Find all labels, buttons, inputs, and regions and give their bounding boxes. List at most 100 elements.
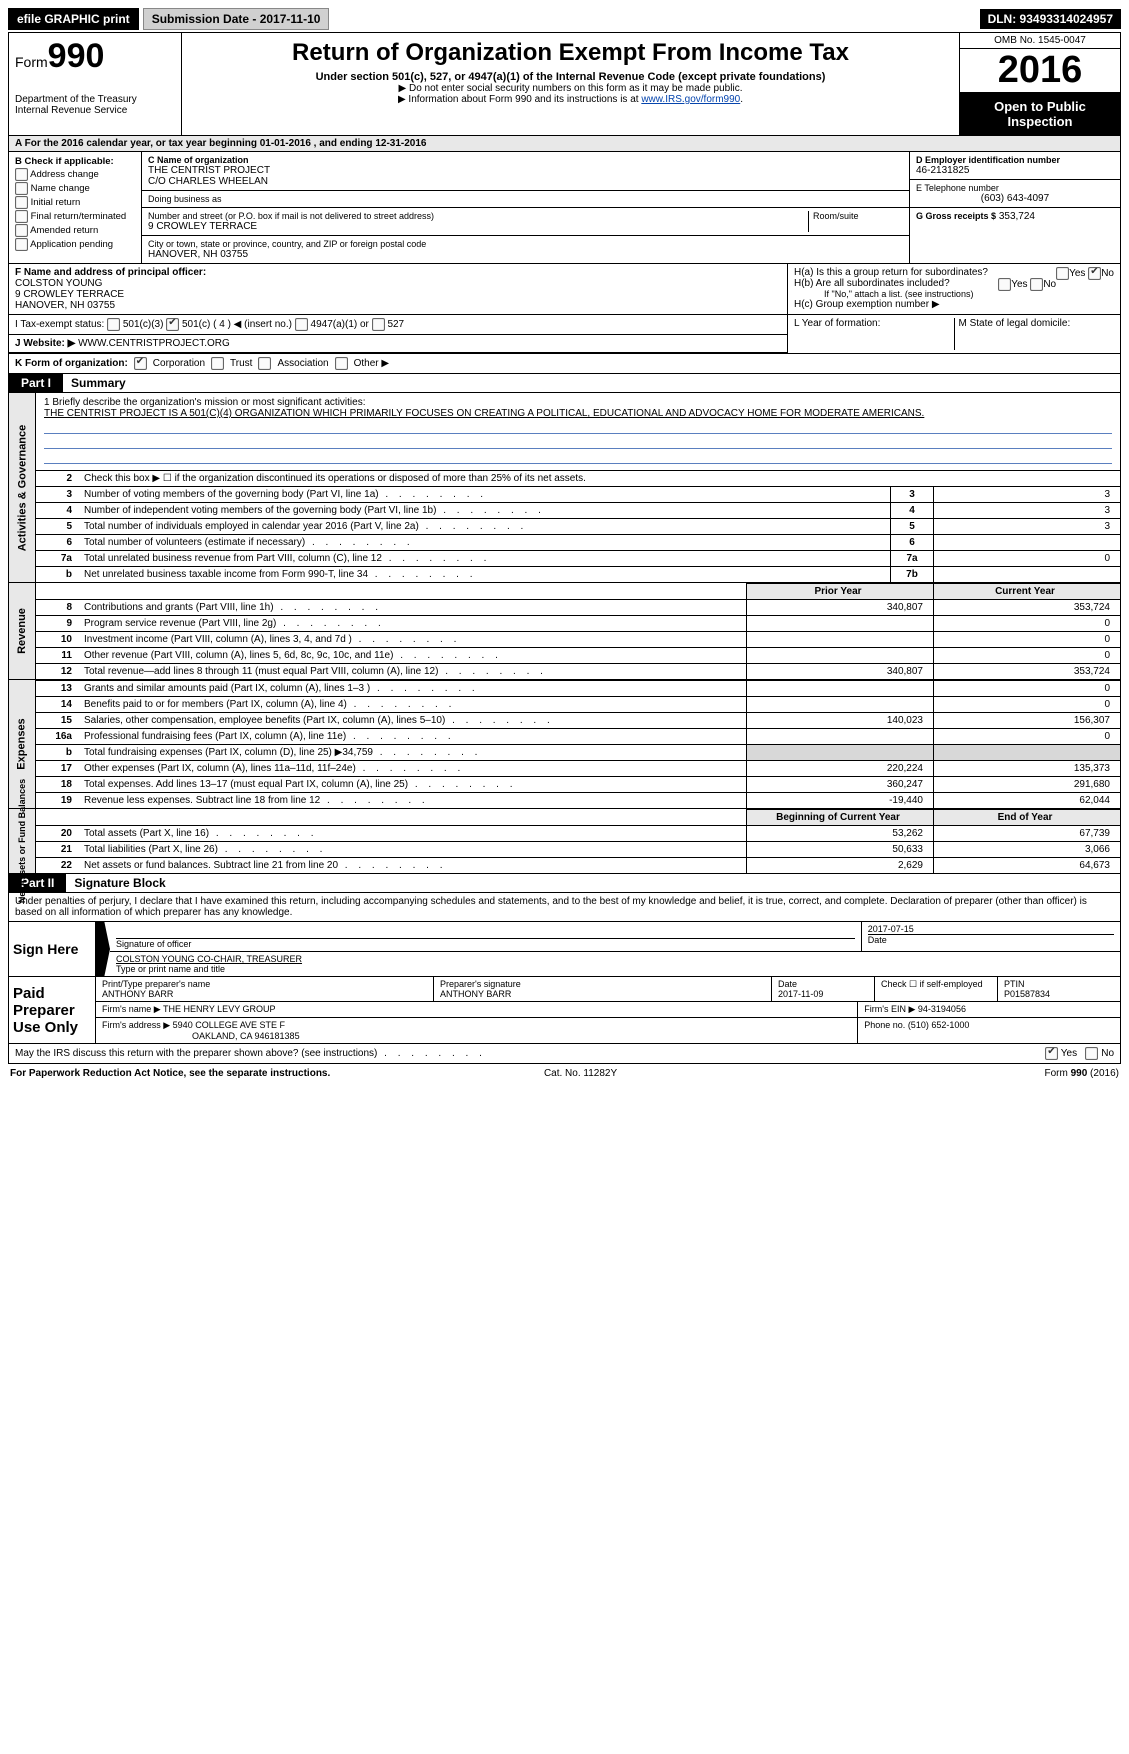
efile-button[interactable]: efile GRAPHIC print (8, 8, 139, 30)
officer-city: HANOVER, NH 03755 (15, 300, 781, 311)
footer-mid: Cat. No. 11282Y (544, 1068, 617, 1079)
city-value: HANOVER, NH 03755 (148, 249, 248, 260)
opt-527: 527 (387, 319, 404, 330)
cb-501c3[interactable] (107, 318, 120, 331)
hdr-prior: Prior Year (747, 584, 934, 600)
prep-date: 2017-11-09 (778, 989, 868, 999)
section-revenue: Revenue Prior YearCurrent Year 8Contribu… (8, 583, 1121, 680)
form-title: Return of Organization Exempt From Incom… (192, 39, 949, 67)
irs-link[interactable]: www.IRS.gov/form990 (641, 94, 740, 105)
addr-label: Number and street (or P.O. box if mail i… (148, 211, 808, 221)
cb-initial-return[interactable] (15, 196, 28, 209)
mission-q: 1 Briefly describe the organization's mi… (44, 397, 1112, 408)
opt-pending: Application pending (30, 239, 113, 250)
firm-phone: (510) 652-1000 (908, 1020, 970, 1030)
opt-amended: Amended return (30, 225, 98, 236)
k-label: K Form of organization: (15, 358, 128, 369)
hdr-current: Current Year (934, 584, 1121, 600)
part1-header: Part I Summary (8, 374, 1121, 393)
cb-hb-yes[interactable] (998, 278, 1011, 291)
i-label: I Tax-exempt status: (15, 319, 104, 330)
discuss-row: May the IRS discuss this return with the… (8, 1044, 1121, 1064)
m-label: M State of legal domicile: (955, 318, 1115, 350)
opt-501c3: 501(c)(3) (123, 319, 164, 330)
opt-501c: 501(c) ( 4 ) ◀ (insert no.) (182, 319, 292, 330)
cb-amended[interactable] (15, 224, 28, 237)
submission-date-badge: Submission Date - 2017-11-10 (143, 8, 330, 30)
paid-prep-label: Paid Preparer Use Only (9, 977, 96, 1043)
part1-tag: Part I (9, 374, 63, 392)
opt-name-change: Name change (31, 183, 90, 194)
firm-addr: 5940 COLLEGE AVE STE F (173, 1020, 285, 1030)
cb-address-change[interactable] (15, 168, 28, 181)
open-public-2: Inspection (962, 114, 1118, 129)
self-emp: Check ☐ if self-employed (875, 977, 998, 1001)
cb-527[interactable] (372, 318, 385, 331)
discuss-q: May the IRS discuss this return with the… (15, 1048, 486, 1059)
top-toolbar: efile GRAPHIC print Submission Date - 20… (8, 8, 1121, 30)
prep-date-label: Date (778, 979, 868, 989)
opt-initial-return: Initial return (31, 197, 81, 208)
room-label: Room/suite (808, 211, 903, 232)
cb-ha-no[interactable] (1088, 267, 1101, 280)
sign-here-label: Sign Here (9, 922, 96, 976)
exp-table: 13Grants and similar amounts paid (Part … (36, 680, 1120, 808)
hdr-end: End of Year (934, 810, 1121, 826)
dept-line-1: Department of the Treasury (15, 94, 175, 105)
firm-phone-label: Phone no. (864, 1020, 905, 1030)
firm-ein-label: Firm's EIN ▶ (864, 1004, 915, 1014)
arrow-icon (96, 922, 110, 976)
sig-date-val: 2017-07-15 (868, 924, 1114, 934)
officer-name: COLSTON YOUNG (15, 278, 781, 289)
cb-hb-no[interactable] (1030, 278, 1043, 291)
cb-ha-yes[interactable] (1056, 267, 1069, 280)
officer-addr: 9 CROWLEY TERRACE (15, 289, 781, 300)
f-label: F Name and address of principal officer: (15, 267, 781, 278)
opt-other: Other ▶ (354, 358, 389, 369)
part2-header: Part II Signature Block (8, 874, 1121, 893)
rev-table: Prior YearCurrent Year 8Contributions an… (36, 583, 1120, 679)
dba-label: Doing business as (148, 194, 222, 204)
cb-assoc[interactable] (258, 357, 271, 370)
cb-corp[interactable] (134, 357, 147, 370)
cb-4947[interactable] (295, 318, 308, 331)
part1-title: Summary (63, 374, 134, 392)
dept-line-2: Internal Revenue Service (15, 105, 175, 116)
prep-name: ANTHONY BARR (102, 989, 427, 999)
ha-label: H(a) Is this a group return for subordin… (794, 267, 988, 278)
cb-discuss-yes[interactable] (1045, 1047, 1058, 1060)
gov-table: 2Check this box ▶ ☐ if the organization … (36, 470, 1120, 582)
d-label: D Employer identification number (916, 155, 1114, 165)
cb-pending[interactable] (15, 238, 28, 251)
ptin-label: PTIN (1004, 979, 1114, 989)
cb-trust[interactable] (211, 357, 224, 370)
firm-addr-label: Firm's address ▶ (102, 1020, 170, 1030)
entity-block: B Check if applicable: Address change Na… (8, 152, 1121, 264)
vlabel-exp: Expenses (16, 718, 28, 769)
section-b-label: B Check if applicable: (15, 156, 135, 167)
tax-status-row: I Tax-exempt status: 501(c)(3) 501(c) ( … (8, 315, 1121, 354)
city-label: City or town, state or province, country… (148, 239, 426, 249)
hb-note: If "No," attach a list. (see instruction… (794, 289, 1114, 299)
dln-badge: DLN: 93493314024957 (980, 9, 1121, 29)
cb-other[interactable] (335, 357, 348, 370)
cb-discuss-no[interactable] (1085, 1047, 1098, 1060)
sig-officer-label: Signature of officer (116, 938, 855, 949)
sig-date-label: Date (868, 934, 1114, 945)
prep-sig-label: Preparer's signature (440, 979, 765, 989)
hb-label: H(b) Are all subordinates included? (794, 278, 950, 289)
firm-name-label: Firm's name ▶ (102, 1004, 161, 1014)
na-table: Beginning of Current YearEnd of Year 20T… (36, 809, 1120, 873)
cb-final-return[interactable] (15, 210, 28, 223)
cb-name-change[interactable] (15, 182, 28, 195)
vlabel-gov: Activities & Governance (16, 424, 28, 551)
cb-501c[interactable] (166, 318, 179, 331)
section-governance: Activities & Governance 1 Briefly descri… (8, 393, 1121, 583)
website: WWW.CENTRISTPROJECT.ORG (78, 338, 230, 349)
mission-text: THE CENTRIST PROJECT IS A 501(C)(4) ORGA… (44, 408, 1112, 419)
firm-city: OAKLAND, CA 946181385 (102, 1031, 851, 1041)
opt-corp: Corporation (153, 358, 205, 369)
firm-ein: 94-3194056 (918, 1004, 966, 1014)
opt-final-return: Final return/terminated (31, 211, 127, 222)
form-note-1: ▶ Do not enter social security numbers o… (192, 83, 949, 94)
